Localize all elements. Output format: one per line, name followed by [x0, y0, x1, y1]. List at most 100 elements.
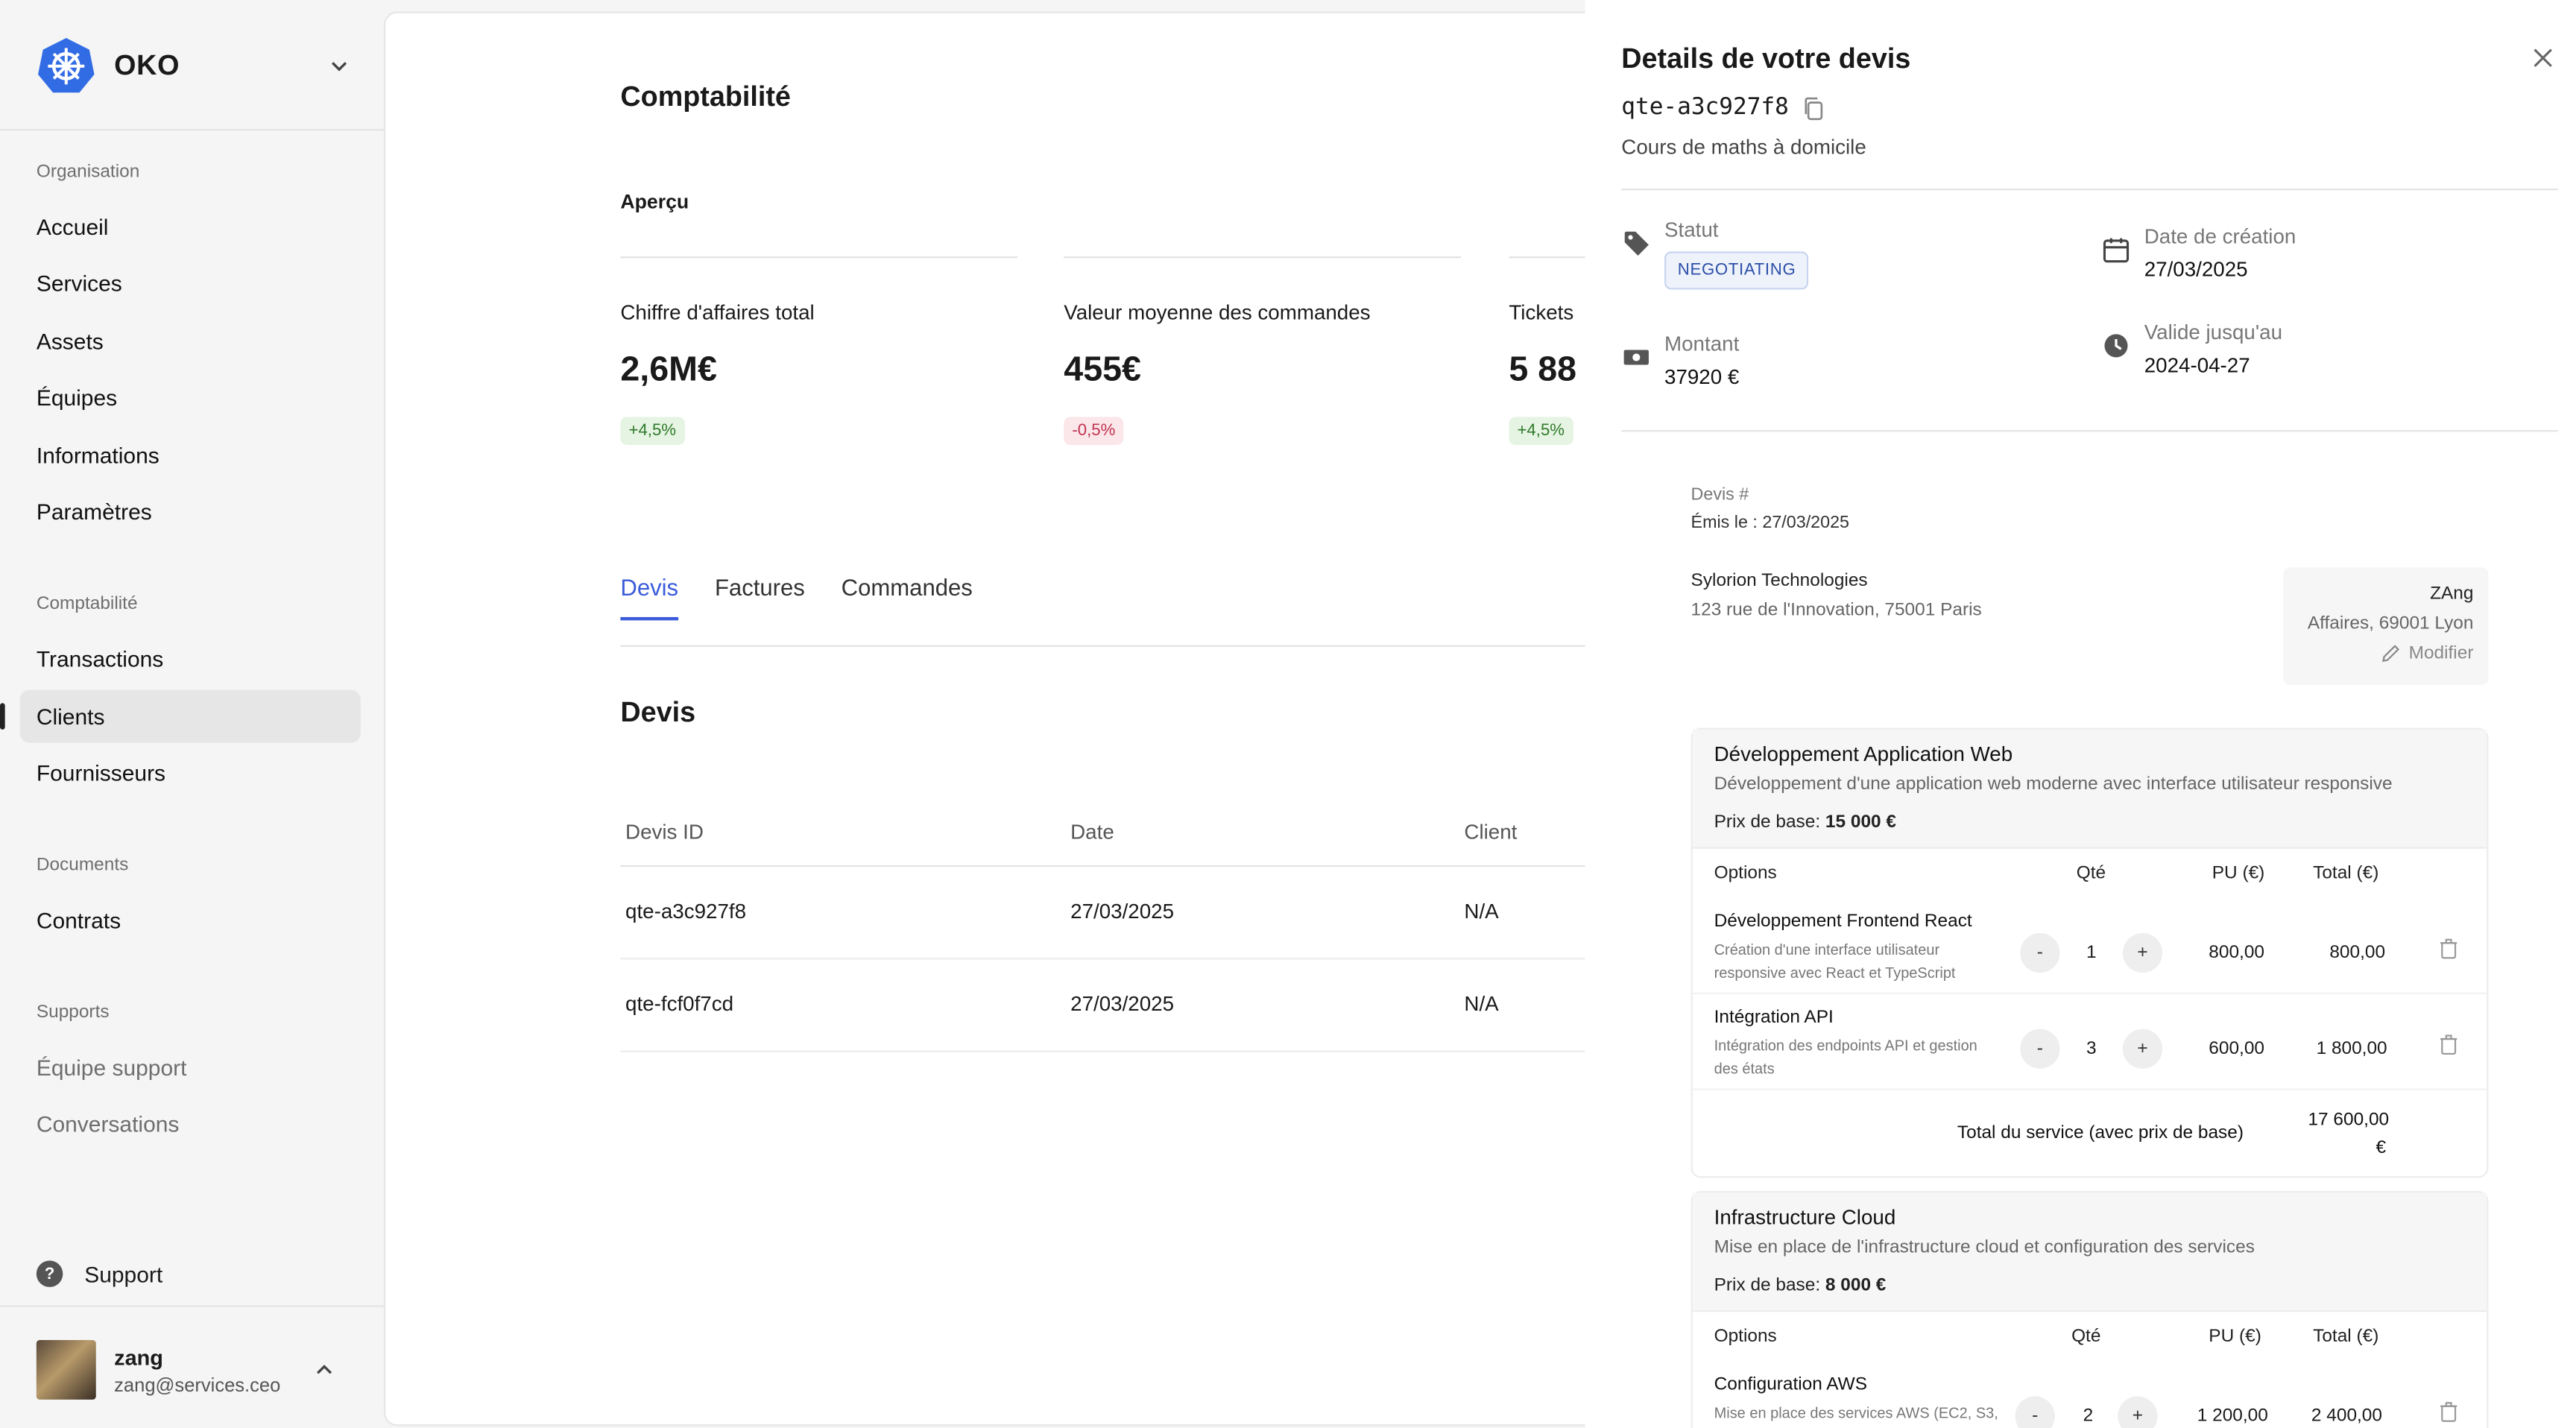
decrement-button[interactable]: -: [2020, 1029, 2060, 1069]
service-card: Infrastructure Cloud Mise en place de l'…: [1690, 1191, 2489, 1428]
tag-icon: [1624, 231, 1649, 256]
company-name: Sylorion Technologies: [1690, 570, 1868, 591]
stat-value: 455€: [1064, 350, 1141, 389]
cell-devis-id: qte-fcf0f7cd: [625, 992, 734, 1016]
option-name: Intégration API: [1714, 1007, 1834, 1028]
service-header: Développement Application Web Développem…: [1692, 729, 2487, 849]
meta-amount: Montant 37920 €: [1621, 332, 1740, 389]
company-address: 123 rue de l'Innovation, 75001 Paris: [1690, 600, 1982, 621]
support-link[interactable]: ? Support: [36, 1260, 163, 1287]
option-row: Développement Frontend React Création d'…: [1692, 898, 2487, 995]
sidebar-item-informations[interactable]: Informations: [36, 443, 160, 469]
service-total-currency: €: [2375, 1138, 2387, 1158]
service-header: Infrastructure Cloud Mise en place de l'…: [1692, 1192, 2487, 1312]
option-name: Configuration AWS: [1714, 1374, 1868, 1395]
increment-button[interactable]: +: [2118, 1396, 2158, 1428]
sidebar-item-services[interactable]: Services: [36, 271, 122, 297]
devis-number-label: Devis #: [1690, 484, 1749, 505]
edit-client-button[interactable]: Modifier: [2283, 643, 2473, 663]
divider: [1621, 189, 2558, 191]
support-label: Support: [84, 1261, 163, 1286]
trash-icon[interactable]: [2439, 1401, 2459, 1423]
close-icon[interactable]: [2531, 46, 2554, 69]
tab-factures[interactable]: Factures: [714, 574, 805, 601]
sidebar-item-conversations[interactable]: Conversations: [36, 1111, 180, 1137]
copy-icon[interactable]: [1802, 95, 1825, 120]
decrement-button[interactable]: -: [2020, 932, 2060, 973]
service-description: Mise en place de l'infrastructure cloud …: [1714, 1237, 2255, 1257]
sidebar-active-indicator: [0, 703, 5, 730]
column-header[interactable]: Date: [1070, 820, 1114, 844]
divider: [620, 645, 2110, 647]
base-price-label: Prix de base:: [1714, 1275, 1821, 1296]
issued-date: Émis le : 27/03/2025: [1690, 513, 1850, 533]
sidebar-item-fournisseurs[interactable]: Fournisseurs: [36, 761, 166, 786]
trash-icon[interactable]: [2439, 938, 2459, 960]
option-qty: 3: [2086, 1038, 2097, 1059]
help-icon: ?: [36, 1260, 63, 1287]
sidebar-item-clients[interactable]: Clients: [36, 704, 105, 730]
trash-icon[interactable]: [2439, 1034, 2459, 1055]
overview-label: Aperçu: [620, 190, 689, 214]
table-row[interactable]: qte-fcf0f7cd 27/03/2025 N/A: [620, 959, 1945, 1052]
chevron-up-icon[interactable]: [315, 1360, 335, 1380]
brand-name: OKO: [114, 49, 180, 81]
meta-status: Statut NEGOTIATING: [1621, 218, 1810, 290]
section-title-comptabilite: Comptabilité: [36, 593, 138, 614]
column-header[interactable]: Devis ID: [625, 820, 704, 844]
sidebar-active-highlight: [19, 689, 361, 743]
stat-change-badge: +4,5%: [1509, 417, 1573, 446]
tabs: Devis Factures Commandes: [620, 574, 1008, 621]
meta-value: 37920 €: [1664, 365, 1740, 389]
workspace-switcher[interactable]: OKO: [37, 37, 351, 96]
stat-label: Chiffre d'affaires total: [620, 300, 815, 325]
sidebar-item-equipe-support[interactable]: Équipe support: [36, 1055, 187, 1081]
base-price-label: Prix de base:: [1714, 812, 1821, 833]
cell-date: 27/03/2025: [1070, 992, 1175, 1016]
base-price-value: 8 000 €: [1825, 1275, 1887, 1296]
option-total: 800,00: [2329, 943, 2386, 963]
pu-col: PU (€): [2209, 1327, 2261, 1347]
option-description: Intégration des endpoints API et gestion…: [1714, 1037, 1977, 1078]
option-name: Développement Frontend React: [1714, 912, 1972, 932]
sidebar-item-parametres[interactable]: Paramètres: [36, 499, 152, 525]
column-header[interactable]: Client: [1464, 820, 1518, 844]
increment-button[interactable]: +: [2122, 932, 2163, 973]
quote-id-text: qte-a3c927f8: [1621, 94, 1789, 121]
section-title: Devis: [620, 696, 696, 728]
section-title-documents: Documents: [36, 855, 129, 876]
table-header: Devis ID Date Client: [620, 820, 1945, 868]
pencil-icon: [2381, 645, 2399, 663]
meta-value: 27/03/2025: [2144, 258, 2248, 282]
user-menu[interactable]: zang zang@services.ceo: [36, 1339, 335, 1400]
client-address: Affaires, 69001 Lyon: [2307, 613, 2474, 634]
tab-devis[interactable]: Devis: [620, 574, 679, 621]
option-unit-price: 600,00: [2209, 1038, 2265, 1059]
meta-valid-until: Valide jusqu'au 2024-04-27: [2101, 321, 2282, 377]
service-total-value: 17 600,00: [2308, 1110, 2390, 1131]
meta-label: Statut: [1664, 218, 1719, 242]
sidebar-item-equipes[interactable]: Équipes: [36, 385, 118, 411]
options-col: Options: [1714, 1327, 1777, 1347]
cell-client: N/A: [1464, 992, 1499, 1016]
service-total-label: Total du service (avec prix de base): [1957, 1123, 2244, 1143]
drawer-title: Details de votre devis: [1621, 42, 1911, 75]
service-total: Total du service (avec prix de base) 17 …: [1693, 1090, 2487, 1176]
edit-label: Modifier: [2408, 643, 2474, 664]
increment-button[interactable]: +: [2122, 1029, 2163, 1069]
calendar-icon: [2103, 238, 2130, 263]
chevron-down-icon[interactable]: [328, 54, 351, 78]
decrement-button[interactable]: -: [2015, 1396, 2055, 1428]
sidebar-item-accueil[interactable]: Accueil: [36, 215, 109, 240]
sidebar-item-assets[interactable]: Assets: [36, 329, 104, 355]
options-header: Options Qté PU (€) Total (€): [1693, 849, 2487, 899]
sidebar-item-contrats[interactable]: Contrats: [36, 908, 121, 933]
sidebar-item-transactions[interactable]: Transactions: [36, 646, 164, 672]
clock-icon: [2104, 334, 2128, 358]
stat-value: 5 88: [1509, 350, 1577, 389]
meta-value: 2024-04-27: [2144, 354, 2250, 378]
options-header: Options Qté PU (€) Total (€): [1693, 1312, 2487, 1362]
tab-commandes[interactable]: Commandes: [841, 574, 973, 601]
stat-label: Tickets: [1509, 300, 1574, 325]
table-row[interactable]: qte-a3c927f8 27/03/2025 N/A: [620, 867, 1945, 960]
